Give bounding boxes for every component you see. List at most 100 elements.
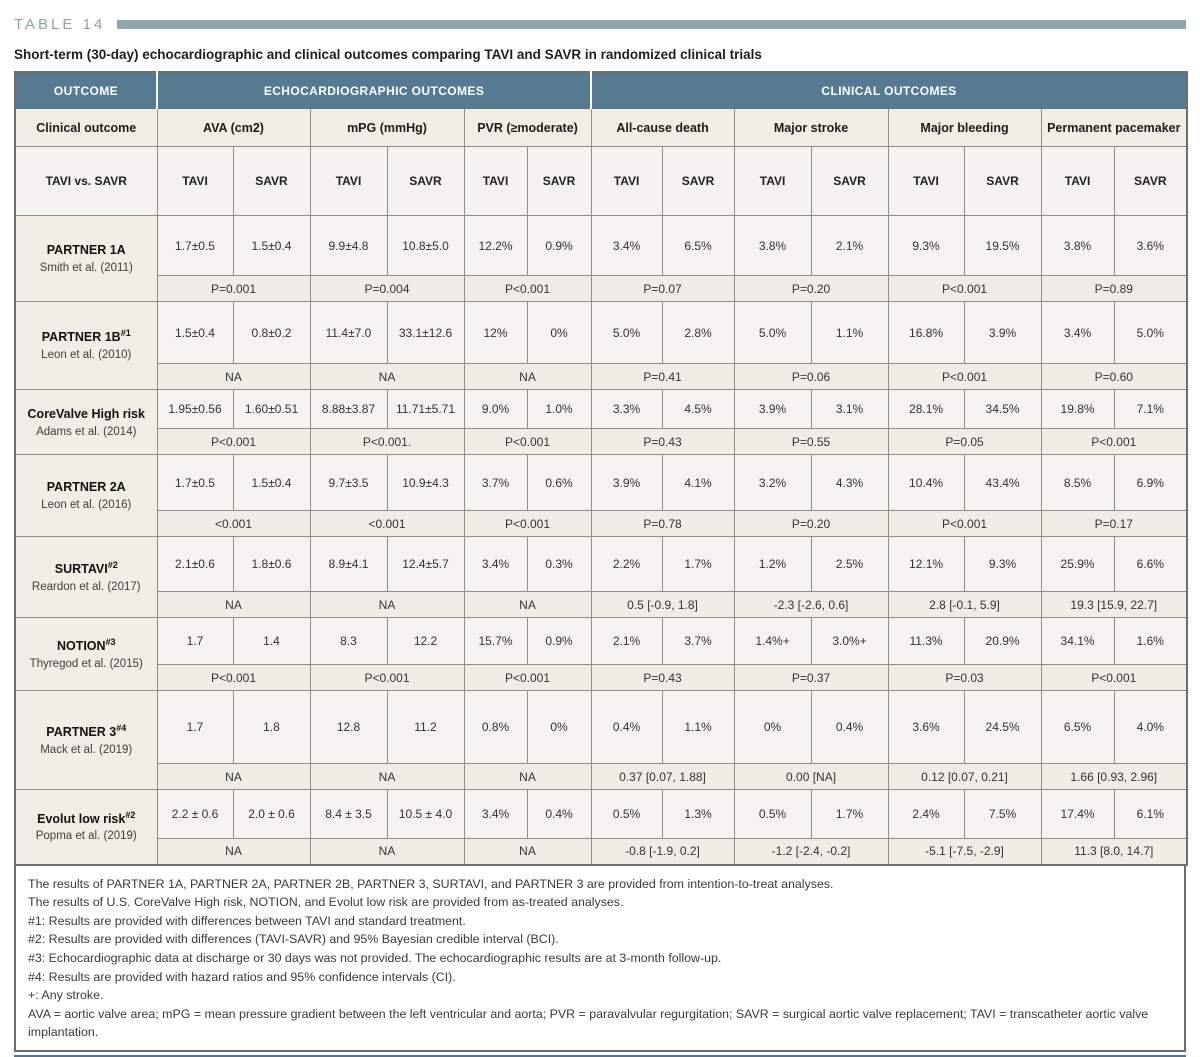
value-cell: 1.5±0.4 bbox=[232, 215, 311, 276]
pvalue-cell: P=0.07 bbox=[590, 275, 735, 302]
table-row-pvalues: <0.001 <0.001 P<0.001 P=0.78 P=0.20 P<0.001 P=… bbox=[15, 510, 1188, 537]
value-cell: 20.9% bbox=[963, 617, 1042, 665]
study-name-text: PARTNER 2A bbox=[46, 480, 126, 495]
study-cell: SURTAVI#2 Reardon et al. (2017) bbox=[14, 536, 158, 618]
value-cell: 2.5% bbox=[810, 536, 889, 592]
value-cell: 2.2% bbox=[590, 536, 663, 592]
pvalue-cell: P<0.001 bbox=[887, 275, 1042, 302]
header-tavi: TAVI bbox=[309, 146, 388, 216]
table-row-pvalues: NA NA NA P=0.41 P=0.06 P<0.001 P=0.60 bbox=[15, 363, 1188, 390]
value-cell: 8.88±3.87 bbox=[309, 389, 388, 429]
study-name-text: SURTAVI bbox=[54, 562, 108, 577]
value-cell: 34.5% bbox=[963, 389, 1042, 429]
header-tavi-vs-savr: TAVI vs. SAVR bbox=[14, 146, 158, 216]
pvalue-cell: P=0.20 bbox=[733, 510, 889, 537]
study-cell: NOTION#3 Thyregod et al. (2015) bbox=[14, 617, 158, 691]
study-cell: PARTNER 1A Smith et al. (2011) bbox=[14, 215, 158, 302]
value-cell: 0.9% bbox=[526, 617, 592, 665]
value-cell: 3.9% bbox=[733, 389, 812, 429]
pvalue-cell: P=0.05 bbox=[887, 428, 1042, 455]
header-measure: Major bleeding bbox=[887, 108, 1042, 147]
study-name: PARTNER 3#4 bbox=[20, 723, 153, 741]
study-name: Evolut low risk#2 bbox=[20, 810, 153, 828]
value-cell: 1.8±0.6 bbox=[232, 536, 311, 592]
study-superscript: #2 bbox=[107, 559, 118, 570]
value-cell: 1.7±0.5 bbox=[156, 454, 234, 511]
value-cell: 24.5% bbox=[963, 690, 1042, 764]
pvalue-cell: P<0.001. bbox=[309, 428, 465, 455]
value-cell: 0% bbox=[526, 690, 592, 764]
value-cell: 12.2 bbox=[386, 617, 465, 665]
pvalue-cell: P=0.43 bbox=[590, 664, 735, 691]
table-row: CoreValve High risk Adams et al. (2014) … bbox=[14, 389, 1188, 455]
value-cell: 10.8±5.0 bbox=[386, 215, 465, 276]
table-row: PARTNER 3#4 Mack et al. (2019) 1.7 1.8 12.… bbox=[14, 690, 1188, 790]
pvalue-cell: NA bbox=[463, 591, 592, 618]
value-cell: 9.9±4.8 bbox=[309, 215, 388, 276]
value-cell: 1.7±0.5 bbox=[156, 215, 234, 276]
value-cell: 5.0% bbox=[1113, 301, 1188, 364]
value-cell: 3.7% bbox=[463, 454, 528, 511]
value-cell: 1.1% bbox=[661, 690, 735, 764]
value-cell: 28.1% bbox=[887, 389, 965, 429]
value-cell: 0.9% bbox=[526, 215, 592, 276]
value-cell: 8.3 bbox=[309, 617, 388, 665]
value-cell: 0.3% bbox=[526, 536, 592, 592]
pvalue-cell: P=0.41 bbox=[590, 363, 735, 390]
header-measure: mPG (mmHg) bbox=[309, 108, 465, 147]
value-cell: 43.4% bbox=[963, 454, 1042, 511]
value-cell: 3.8% bbox=[1040, 215, 1115, 276]
header-measure: Permanent pacemaker bbox=[1040, 108, 1188, 147]
pvalue-cell: P=0.89 bbox=[1040, 275, 1188, 302]
pvalue-cell: P<0.001 bbox=[887, 510, 1042, 537]
header-savr: SAVR bbox=[963, 146, 1042, 216]
pvalue-cell: P=0.06 bbox=[733, 363, 889, 390]
value-cell: 8.9±4.1 bbox=[309, 536, 388, 592]
pvalue-cell: 0.37 [0.07, 1.88] bbox=[590, 763, 735, 790]
value-cell: 2.2 ± 0.6 bbox=[156, 789, 234, 839]
pvalue-cell: P=0.004 bbox=[309, 275, 465, 302]
pvalue-cell: 0.12 [0.07, 0.21] bbox=[887, 763, 1042, 790]
pvalue-cell: P=0.55 bbox=[733, 428, 889, 455]
study-name-text: PARTNER 3 bbox=[46, 725, 117, 740]
study-name: CoreValve High risk bbox=[20, 405, 153, 423]
study-name-text: PARTNER 1A bbox=[46, 243, 126, 258]
value-cell: 3.6% bbox=[1113, 215, 1188, 276]
value-cell: 1.5±0.4 bbox=[156, 301, 234, 364]
pvalue-cell: P<0.001 bbox=[463, 275, 592, 302]
footnote-line: +: Any stroke. bbox=[28, 988, 104, 1003]
study-author: Thyregod et al. (2015) bbox=[29, 657, 143, 670]
header-savr: SAVR bbox=[661, 146, 735, 216]
bottom-bar bbox=[14, 1054, 1186, 1057]
value-cell: 16.8% bbox=[887, 301, 965, 364]
value-cell: 19.8% bbox=[1040, 389, 1115, 429]
pvalue-cell: -1.2 [-2.4, -0.2] bbox=[733, 838, 889, 865]
value-cell: 0.8±0.2 bbox=[232, 301, 311, 364]
outcomes-table: OUTCOME ECHOCARDIOGRAPHIC OUTCOMES CLINI… bbox=[14, 71, 1189, 866]
header-measure: All-cause death bbox=[590, 108, 735, 147]
footnotes: The results of PARTNER 1A, PARTNER 2A, P… bbox=[14, 865, 1186, 1052]
value-cell: 3.1% bbox=[810, 389, 889, 429]
value-cell: 3.9% bbox=[590, 454, 663, 511]
study-name: SURTAVI#2 bbox=[20, 560, 153, 578]
value-cell: 0.4% bbox=[526, 789, 592, 839]
pvalue-cell: NA bbox=[309, 838, 465, 865]
value-cell: 4.3% bbox=[810, 454, 889, 511]
value-cell: 5.0% bbox=[590, 301, 663, 364]
value-cell: 1.0% bbox=[526, 389, 592, 429]
header-clinical-group: CLINICAL OUTCOMES bbox=[590, 71, 1188, 109]
footnote-line: #3: Echocardiographic data at discharge … bbox=[28, 950, 722, 965]
table-row-pvalues: P=0.001 P=0.004 P<0.001 P=0.07 P=0.20 P<0.001… bbox=[15, 275, 1188, 302]
table-row-pvalues: NA NA NA 0.5 [-0.9, 1.8] -2.3 [-2.6, 0.6] 2.8… bbox=[15, 591, 1188, 618]
footnote-line: #1: Results are provided with difference… bbox=[28, 913, 466, 928]
pvalue-cell: P=0.03 bbox=[887, 664, 1042, 691]
value-cell: 33.1±12.6 bbox=[386, 301, 465, 364]
pvalue-cell: NA bbox=[309, 763, 465, 790]
study-cell: CoreValve High risk Adams et al. (2014) bbox=[14, 389, 158, 455]
value-cell: 6.6% bbox=[1113, 536, 1188, 592]
pvalue-cell: NA bbox=[156, 363, 311, 390]
value-cell: 1.4 bbox=[232, 617, 311, 665]
value-cell: 0% bbox=[526, 301, 592, 364]
header-clinical-outcome: Clinical outcome bbox=[14, 108, 158, 147]
